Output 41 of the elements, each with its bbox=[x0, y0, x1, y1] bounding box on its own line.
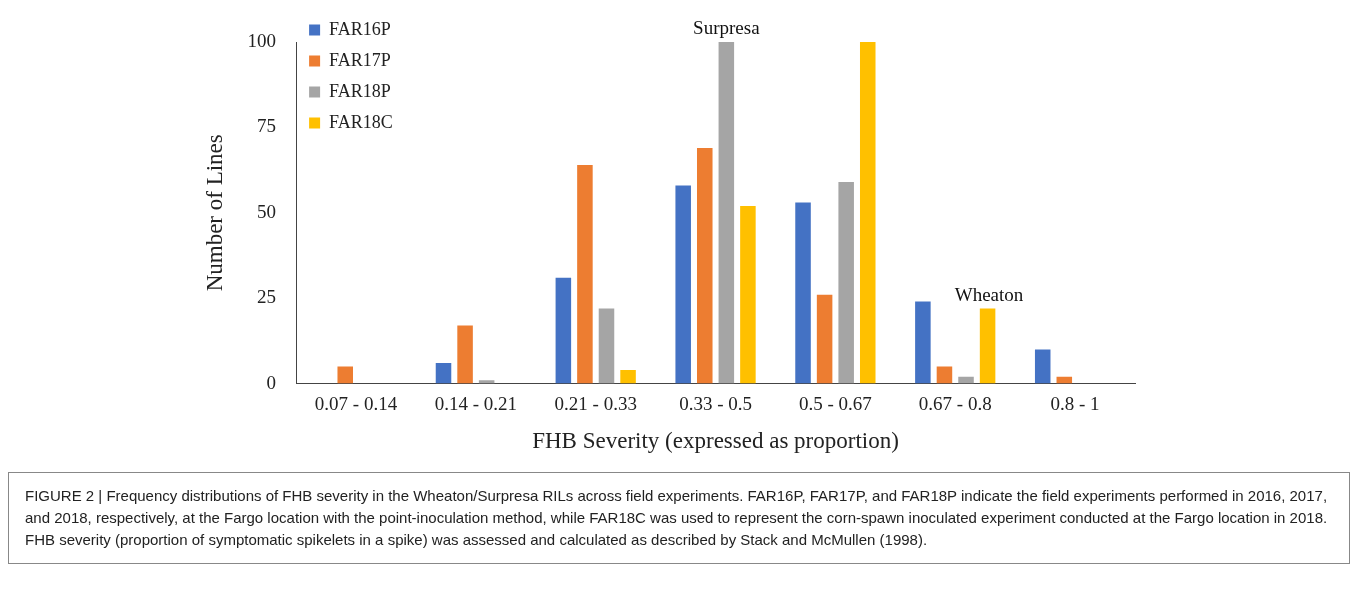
y-tick-label: 75 bbox=[257, 115, 277, 137]
bar bbox=[1034, 349, 1051, 384]
bar bbox=[915, 301, 931, 384]
bar bbox=[457, 325, 473, 384]
bar bbox=[795, 202, 811, 384]
bar bbox=[838, 182, 854, 384]
y-tick-label: 100 bbox=[247, 29, 277, 51]
bar bbox=[936, 366, 953, 384]
legend-label: FAR16P bbox=[329, 18, 391, 39]
legend-label: FAR18C bbox=[329, 111, 393, 132]
x-tick-label: 0.67 - 0.8 bbox=[918, 392, 992, 414]
bar bbox=[598, 308, 615, 384]
x-tick-label: 0.07 - 0.14 bbox=[314, 392, 398, 414]
bar bbox=[979, 308, 996, 384]
y-tick-label: 50 bbox=[257, 200, 277, 222]
bar bbox=[697, 147, 713, 384]
x-tick-label: 0.14 - 0.21 bbox=[434, 392, 518, 414]
bar bbox=[958, 376, 974, 384]
x-tick-label: 0.5 - 0.67 bbox=[798, 392, 872, 414]
y-axis-title: Number of Lines bbox=[201, 134, 227, 292]
x-tick-label: 0.33 - 0.5 bbox=[679, 392, 752, 414]
bar bbox=[577, 164, 593, 384]
bar bbox=[555, 277, 572, 384]
y-tick-label: 0 bbox=[266, 371, 277, 393]
bar bbox=[337, 366, 353, 384]
x-tick-label: 0.8 - 1 bbox=[1050, 392, 1100, 414]
x-axis-title: FHB Severity (expressed as proportion) bbox=[532, 428, 899, 454]
legend-label: FAR18P bbox=[329, 80, 391, 101]
bar bbox=[620, 369, 636, 384]
bar bbox=[859, 42, 876, 384]
bar bbox=[740, 205, 756, 384]
bar bbox=[675, 185, 691, 384]
bar bbox=[435, 363, 452, 384]
y-tick-label: 25 bbox=[257, 286, 277, 308]
caption: FIGURE 2 | Frequency distributions of FHB severity in the Wheaton/Surpresa RILs across field experiments. FAR16P, FAR17P, and FAR18P indicate the field experiments performed in 2016, 2017, and 2018, respectively, at the Fargo location with the point-inoculation method, while FAR18C was used to represent the corn-spawn inoculated experiment conducted at the Fargo location in 2018. FHB severity (proportion of symptomatic spikelets in a spike) was assessed and calculated as described by Stack and McMullen (1998). bbox=[25, 486, 1329, 550]
bar bbox=[718, 42, 735, 384]
annotation: Wheaton bbox=[954, 283, 1024, 305]
legend-label: FAR17P bbox=[329, 49, 391, 70]
bar bbox=[816, 294, 833, 384]
annotation: Surpresa bbox=[693, 17, 761, 39]
x-tick-label: 0.21 - 0.33 bbox=[554, 392, 637, 414]
